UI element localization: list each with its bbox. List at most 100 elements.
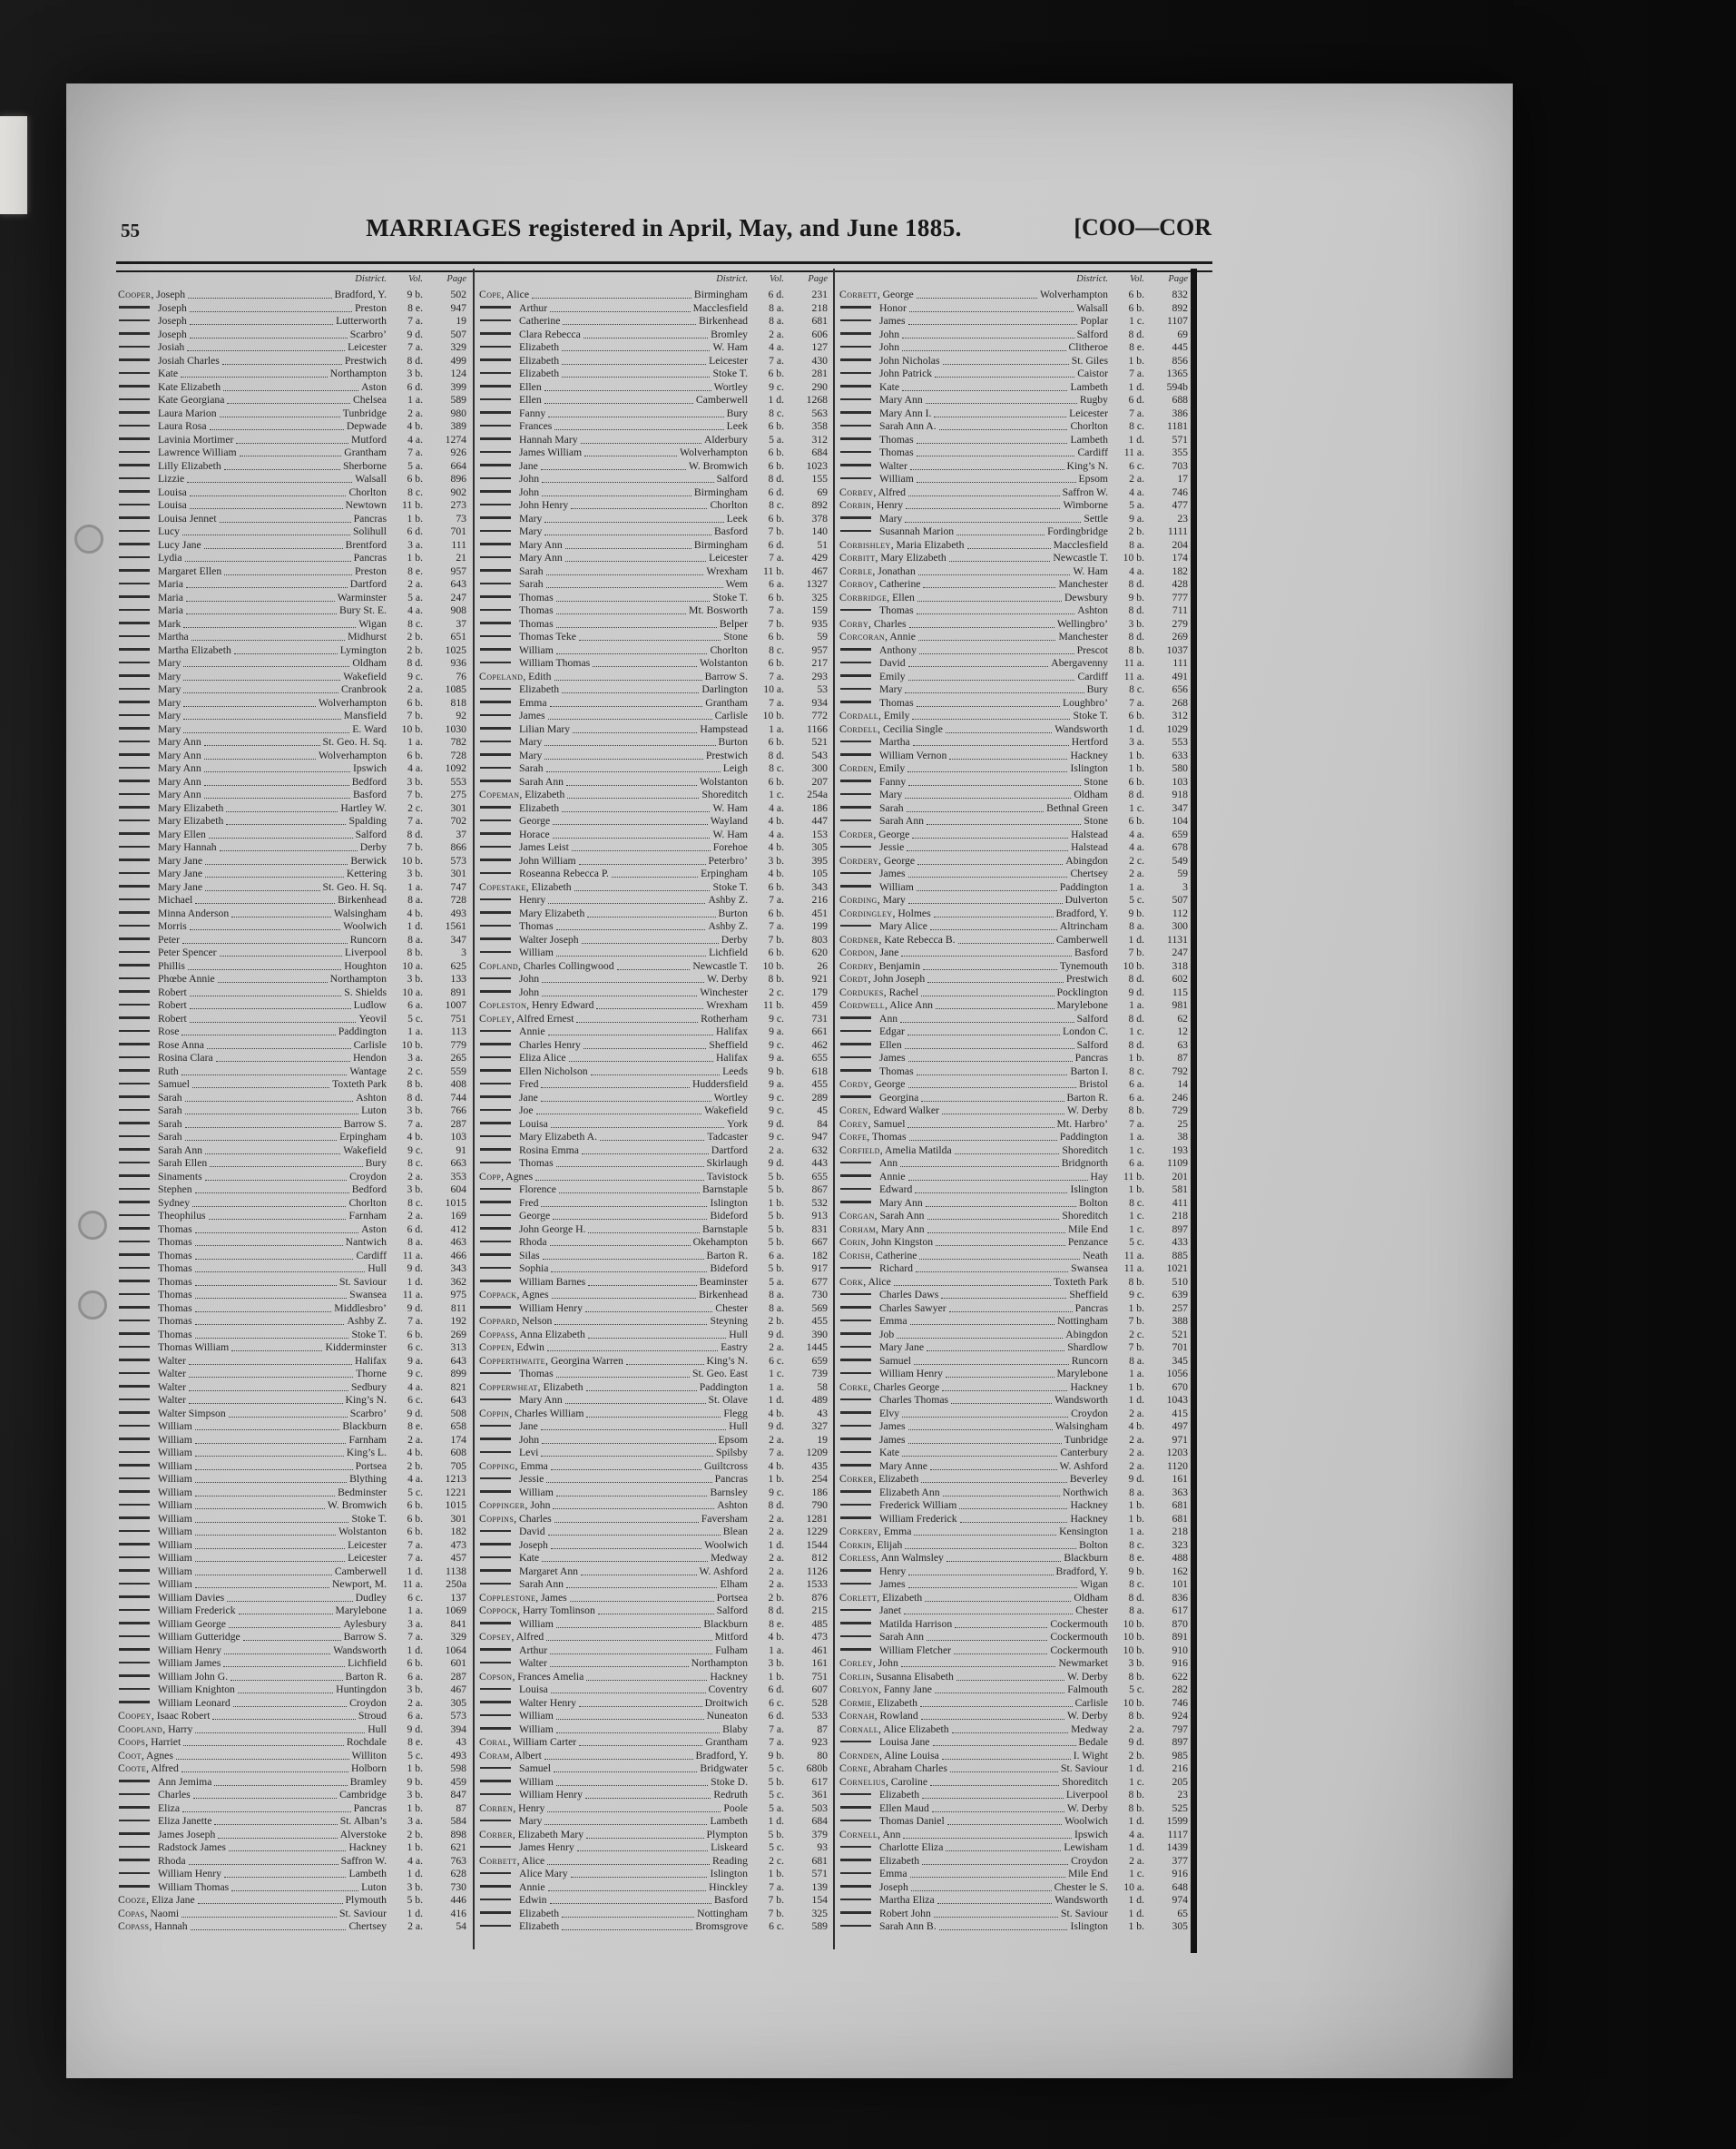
index-entry: Sarah Ellen Bury 8 c. 663	[118, 1157, 466, 1171]
entry-district: Lambeth	[348, 1868, 387, 1879]
entry-district: Barrow S.	[343, 1117, 387, 1130]
entry-page: 633	[1172, 749, 1188, 761]
entry-volume: 7 a.	[769, 894, 784, 906]
ditto-dash	[480, 1398, 511, 1400]
entry-page: 445	[1172, 341, 1188, 353]
entry-page: 763	[450, 1854, 466, 1867]
dot-leader	[194, 1508, 325, 1509]
ditto-dash	[480, 543, 511, 545]
index-entry: George Wayland 4 b. 447	[479, 815, 828, 829]
dot-leader	[194, 1310, 332, 1312]
dot-leader	[562, 350, 711, 351]
entry-district: Bradford, Y.	[1055, 907, 1108, 919]
entry-volume: 8 c.	[769, 643, 784, 656]
entry-surname: Coopey	[118, 1710, 152, 1722]
ditto-dash	[119, 1503, 150, 1506]
index-entry: James Pancras 1 b. 87	[839, 1052, 1188, 1065]
entry-page: 702	[450, 815, 466, 827]
index-entry: William Wolstanton 6 b. 182	[118, 1526, 466, 1539]
index-entry: Lizzie Walsall 6 b. 896	[118, 473, 466, 486]
entry-page: 656	[1172, 683, 1188, 695]
entry-volume: 3 b.	[768, 1657, 784, 1669]
entry-volume: 4 a.	[1129, 1828, 1144, 1840]
entry-volume: 4 a.	[407, 1854, 423, 1867]
entry-volume: 2 a.	[407, 1696, 423, 1709]
entry-volume: 8 d.	[1128, 631, 1144, 643]
entry-page: 162	[1172, 1565, 1188, 1577]
entry-district: Paddington	[699, 1380, 748, 1393]
entry-volume: 6 d.	[407, 380, 423, 393]
index-entry: Joe Wakefield 9 c. 45	[479, 1104, 828, 1118]
entry-name: William	[118, 1552, 192, 1565]
ditto-dash	[840, 476, 871, 479]
entry-volume: 1 d.	[407, 1565, 423, 1577]
entry-district: Lymington	[339, 643, 387, 656]
dot-leader	[195, 1732, 366, 1733]
ditto-dash	[119, 727, 150, 730]
entry-volume: 5 c.	[407, 1486, 423, 1498]
ditto-dash	[119, 529, 150, 532]
entry-surname: Corham	[839, 1222, 876, 1235]
entry-volume: 8 b.	[768, 973, 784, 985]
index-entry: Thomas Cardiff 11 a. 466	[118, 1250, 466, 1263]
entry-volume: 1 d.	[407, 1275, 423, 1288]
dot-leader	[553, 824, 708, 825]
entry-page: 681	[1172, 1512, 1188, 1525]
entry-volume: 9 c.	[769, 1104, 784, 1116]
entry-district: Bradford, Y.	[334, 289, 387, 300]
index-entry: Thomas William Kidderminster 6 c. 313	[118, 1341, 466, 1355]
ditto-dash	[480, 687, 511, 690]
entry-name: William	[118, 1513, 192, 1526]
index-entry: Elizabeth Ann Northwich 8 a. 363	[839, 1487, 1188, 1500]
entry-name: Mary	[479, 525, 542, 539]
entry-volume: 9 d.	[407, 1301, 423, 1314]
entry-volume: 4 a.	[1129, 828, 1144, 840]
entry-page: 618	[811, 1065, 828, 1077]
entry-page: 159	[811, 604, 828, 616]
index-entry: Catherine Birkenhead 8 a. 681	[479, 315, 828, 329]
entry-page: 378	[811, 512, 828, 525]
entry-district: Chorlton	[710, 643, 748, 656]
entry-name: Elizabeth	[839, 1789, 919, 1802]
entry-name: Richard	[839, 1262, 913, 1276]
entry-district: Stoke T.	[351, 1512, 387, 1525]
entry-page: 974	[1172, 1894, 1188, 1906]
index-entry: Ruth Wantage 2 c. 559	[118, 1065, 466, 1079]
entry-surname: Copp	[479, 1170, 502, 1182]
index-entry: Lawrence William Grantham 7 a. 926	[118, 446, 466, 460]
entry-district: Cockermouth	[1050, 1644, 1108, 1656]
entry-surname: Corbin	[839, 499, 872, 511]
index-entry: Susannah Marion Fordingbridge 2 b. 1111	[839, 525, 1188, 539]
entry-district: Grantham	[344, 446, 387, 458]
entry-page: 543	[811, 749, 828, 761]
ditto-dash	[119, 832, 150, 835]
ditto-dash	[119, 661, 150, 663]
entry-volume: 2 a.	[1129, 868, 1144, 879]
entry-name: Jessie	[479, 1473, 544, 1487]
dot-leader	[189, 929, 341, 930]
entry-page: 766	[450, 1104, 466, 1116]
ditto-dash	[119, 1253, 150, 1256]
entry-page: 678	[1172, 841, 1188, 853]
dot-leader	[914, 1535, 1057, 1536]
entry-name: Sarah	[479, 565, 544, 579]
entry-page: 269	[1172, 631, 1188, 643]
entry-page: 87	[1177, 1052, 1188, 1064]
entry-name: William	[118, 1460, 192, 1474]
dot-leader	[555, 929, 706, 930]
entry-volume: 9 c.	[1129, 1289, 1144, 1300]
entry-surname: Copley	[479, 1012, 512, 1025]
dot-leader	[545, 574, 704, 575]
entry-page: 947	[450, 301, 466, 314]
index-entry: Thomas Belper 7 b. 935	[479, 618, 828, 632]
column-headers: District. Vol. Page	[479, 274, 828, 289]
entry-district: King’s N.	[706, 1354, 748, 1367]
ditto-dash	[119, 345, 150, 348]
entry-page: 204	[1172, 538, 1188, 551]
ditto-dash	[480, 1438, 511, 1440]
dot-leader	[183, 719, 341, 720]
entry-district: Bury	[1086, 683, 1108, 695]
entry-page: 1166	[807, 722, 828, 735]
dot-leader	[956, 1679, 1064, 1681]
entry-surname: Corish	[839, 1249, 871, 1261]
